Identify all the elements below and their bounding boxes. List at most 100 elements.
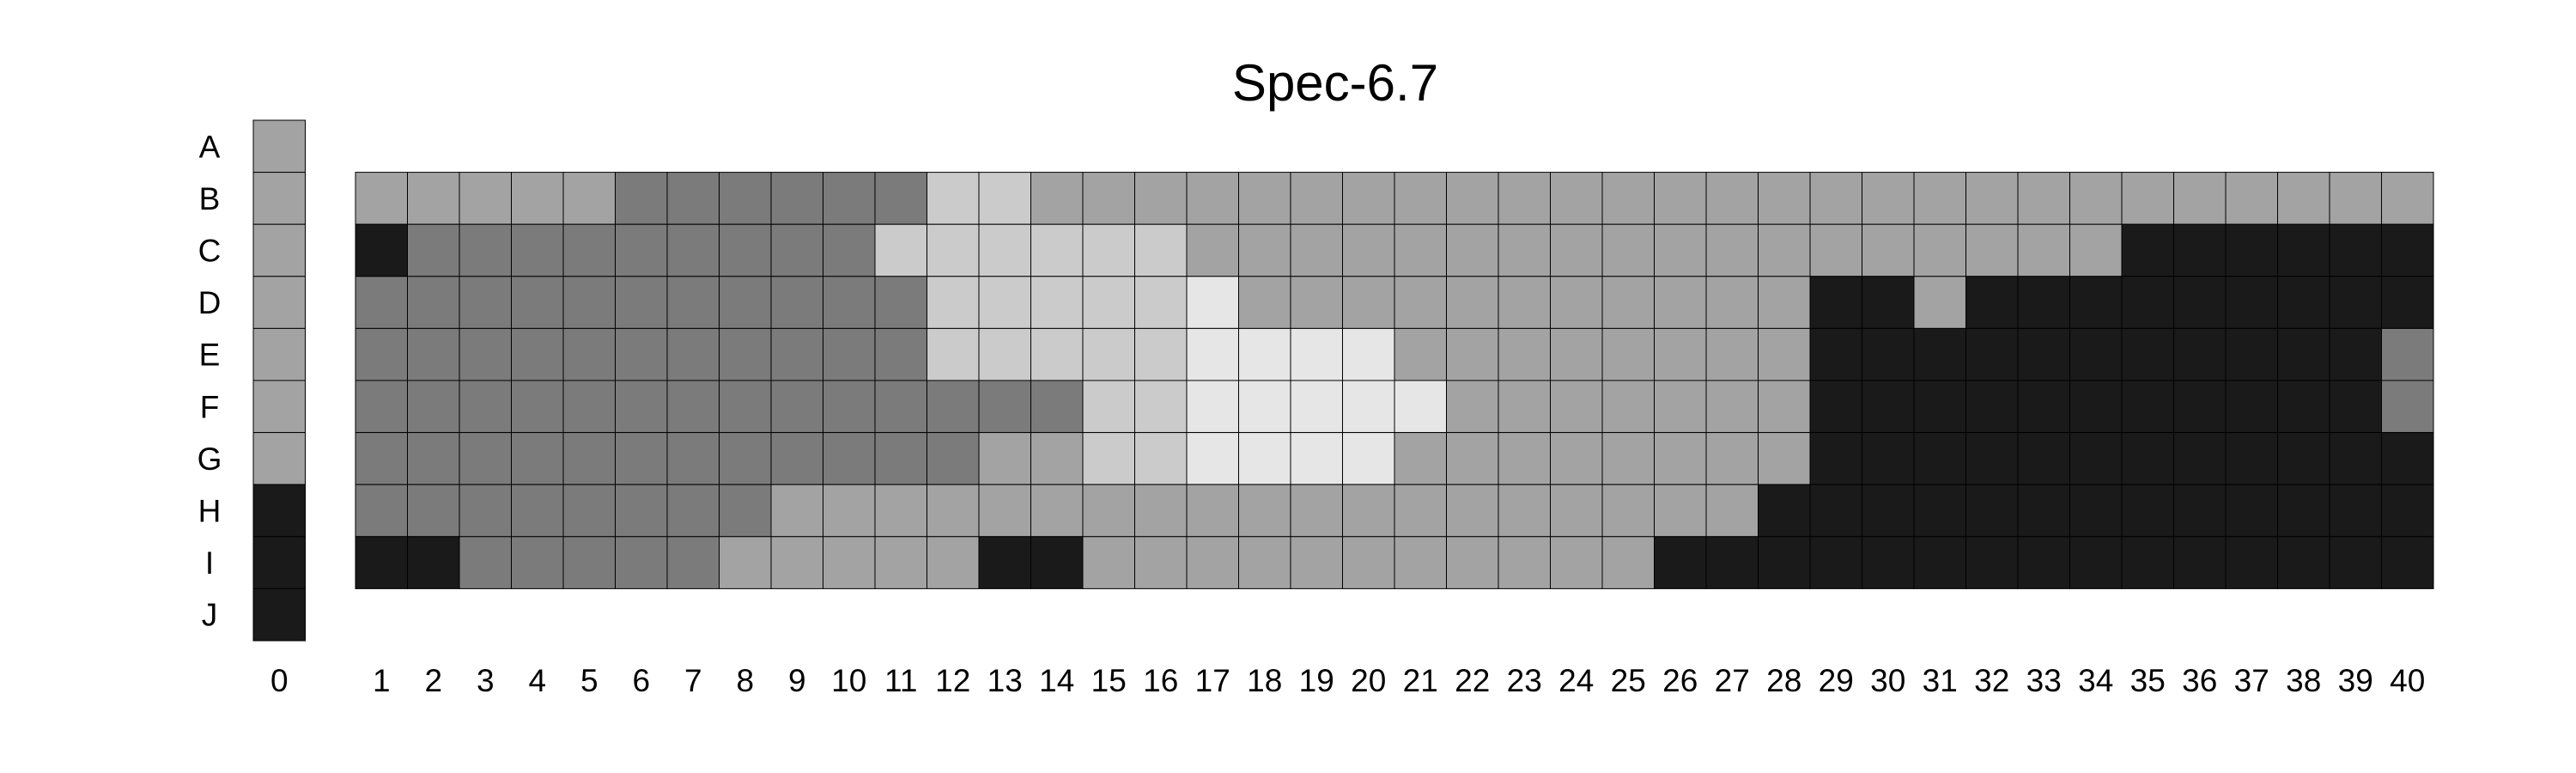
cell-h-10 bbox=[823, 484, 876, 538]
cell-i-5 bbox=[562, 536, 616, 589]
cell-g-28 bbox=[1758, 432, 1811, 485]
column-label-20: 20 bbox=[1351, 663, 1386, 698]
cell-g-33 bbox=[2017, 432, 2070, 485]
cell-e-7 bbox=[666, 327, 720, 381]
cell-g-5 bbox=[562, 432, 616, 485]
cell-g-19 bbox=[1290, 432, 1343, 485]
column-label-33: 33 bbox=[2026, 663, 2062, 698]
cell-f-2 bbox=[407, 380, 460, 434]
cell-c-13 bbox=[978, 223, 1031, 277]
column-label-19: 19 bbox=[1299, 663, 1334, 698]
cell-e-33 bbox=[2017, 327, 2070, 381]
cell-d-22 bbox=[1446, 276, 1499, 329]
cell-g-23 bbox=[1498, 432, 1551, 485]
cell-h-31 bbox=[1913, 484, 1966, 538]
cell-b-38 bbox=[2277, 172, 2330, 225]
cell-e-9 bbox=[770, 327, 823, 381]
cell-b-8 bbox=[719, 172, 772, 225]
column-label-5: 5 bbox=[580, 663, 598, 698]
cell-b-23 bbox=[1498, 172, 1551, 225]
cell-b-13 bbox=[978, 172, 1031, 225]
cell-i-35 bbox=[2121, 536, 2174, 589]
cell-c-40 bbox=[2381, 223, 2434, 277]
cell-e-36 bbox=[2173, 327, 2227, 381]
column-label-30: 30 bbox=[1870, 663, 1905, 698]
cell-c-17 bbox=[1186, 223, 1239, 277]
cell-i-34 bbox=[2069, 536, 2123, 589]
heatmap-grid bbox=[355, 172, 2434, 589]
cell-h-28 bbox=[1758, 484, 1811, 538]
cell-g-21 bbox=[1394, 432, 1447, 485]
cell-b-26 bbox=[1654, 172, 1707, 225]
cell-f-34 bbox=[2069, 380, 2123, 434]
cell-c-29 bbox=[1809, 223, 1862, 277]
column-label-14: 14 bbox=[1039, 663, 1074, 698]
cell-e-40 bbox=[2381, 327, 2434, 381]
cell-e-3 bbox=[459, 327, 512, 381]
cell-i-32 bbox=[1965, 536, 2019, 589]
column-label-22: 22 bbox=[1455, 663, 1490, 698]
cell-g-8 bbox=[719, 432, 772, 485]
cell-g-26 bbox=[1654, 432, 1707, 485]
cell-b-15 bbox=[1082, 172, 1135, 225]
cell-c-16 bbox=[1134, 223, 1188, 277]
cell-e-22 bbox=[1446, 327, 1499, 381]
cell-d-31 bbox=[1913, 276, 1966, 329]
cell-b-21 bbox=[1394, 172, 1447, 225]
cell-h-3 bbox=[459, 484, 512, 538]
cell-f-16 bbox=[1134, 380, 1188, 434]
cell-e-37 bbox=[2225, 327, 2278, 381]
cell-g-27 bbox=[1705, 432, 1759, 485]
cell-b-30 bbox=[1862, 172, 1915, 225]
cell-i-8 bbox=[719, 536, 772, 589]
cell-g-29 bbox=[1809, 432, 1862, 485]
cell-g-34 bbox=[2069, 432, 2123, 485]
cell-g-17 bbox=[1186, 432, 1239, 485]
column-label-24: 24 bbox=[1558, 663, 1594, 698]
cell-h-27 bbox=[1705, 484, 1759, 538]
cell-b-22 bbox=[1446, 172, 1499, 225]
cell-e-12 bbox=[927, 327, 980, 381]
cell-h-39 bbox=[2329, 484, 2382, 538]
cell-b-4 bbox=[511, 172, 564, 225]
cell-d-8 bbox=[719, 276, 772, 329]
cell-e-1 bbox=[355, 327, 408, 381]
cell-f-11 bbox=[874, 380, 927, 434]
cell-g-16 bbox=[1134, 432, 1188, 485]
cell-g-32 bbox=[1965, 432, 2019, 485]
cell-g-15 bbox=[1082, 432, 1135, 485]
cell-c-5 bbox=[562, 223, 616, 277]
column-label-37: 37 bbox=[2234, 663, 2269, 698]
cell-g-37 bbox=[2225, 432, 2278, 485]
column-label-11: 11 bbox=[884, 663, 917, 698]
cell-e-28 bbox=[1758, 327, 1811, 381]
cell-i-13 bbox=[978, 536, 1031, 589]
cell-e-8 bbox=[719, 327, 772, 381]
cell-d-37 bbox=[2225, 276, 2278, 329]
cell-i-27 bbox=[1705, 536, 1759, 589]
cell-e-2 bbox=[407, 327, 460, 381]
cell-f-37 bbox=[2225, 380, 2278, 434]
cell-i-18 bbox=[1238, 536, 1291, 589]
cell-b-6 bbox=[615, 172, 668, 225]
cell-b-19 bbox=[1290, 172, 1343, 225]
cell-f-26 bbox=[1654, 380, 1707, 434]
cell-c-12 bbox=[927, 223, 980, 277]
cell-c-38 bbox=[2277, 223, 2330, 277]
cell-h-24 bbox=[1550, 484, 1603, 538]
cell-d-7 bbox=[666, 276, 720, 329]
column-label-23: 23 bbox=[1507, 663, 1542, 698]
cell-h-33 bbox=[2017, 484, 2070, 538]
cell-i-29 bbox=[1809, 536, 1862, 589]
cell-e-27 bbox=[1705, 327, 1759, 381]
cell-c-32 bbox=[1965, 223, 2019, 277]
cell-h-8 bbox=[719, 484, 772, 538]
cell-c-23 bbox=[1498, 223, 1551, 277]
cell-c-31 bbox=[1913, 223, 1966, 277]
cell-d-18 bbox=[1238, 276, 1291, 329]
cell-f-27 bbox=[1705, 380, 1759, 434]
control-cell-d bbox=[252, 276, 306, 329]
cell-f-21 bbox=[1394, 380, 1447, 434]
cell-b-24 bbox=[1550, 172, 1603, 225]
